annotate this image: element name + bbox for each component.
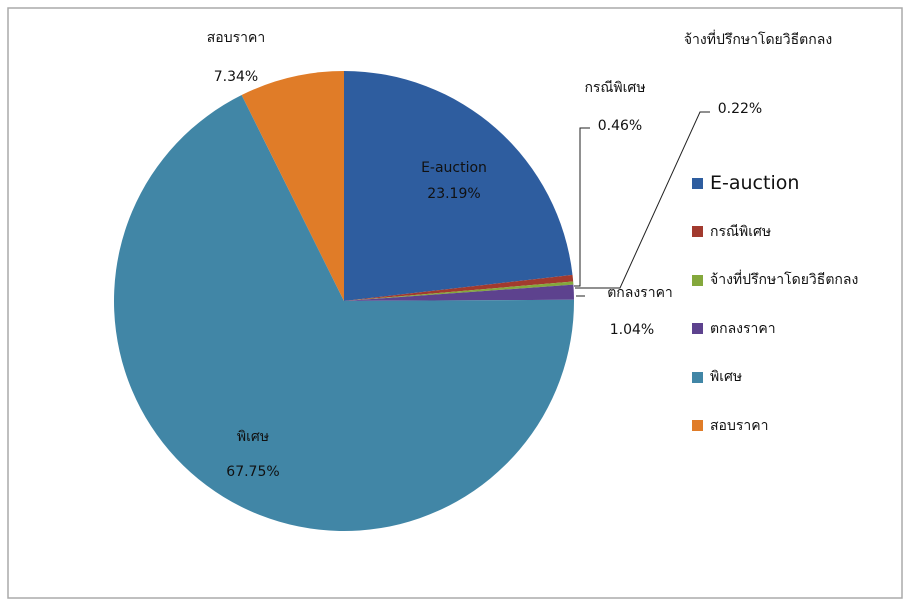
legend-swatch — [692, 371, 703, 383]
legend-label: ตกลงราคา — [710, 320, 776, 337]
legend-item: E-auction — [692, 172, 799, 194]
data-label-name: ตกลงราคา — [607, 285, 673, 301]
legend-swatch — [692, 420, 703, 431]
data-label-value: 7.34% — [213, 69, 259, 85]
legend-swatch — [692, 323, 703, 334]
legend-item: กรณีพิเศษ — [692, 221, 771, 243]
data-label-name: พิเศษ — [236, 429, 270, 445]
legend-item: ตกลงราคา — [692, 318, 776, 340]
data-label-value: 23.19% — [427, 186, 481, 202]
legend-label: พิเศษ — [710, 369, 743, 385]
data-label-name: จ้างที่ปรึกษาโดยวิธีตกลง — [683, 32, 833, 48]
pie-slice — [114, 95, 574, 532]
legend-label: สอบราคา — [710, 417, 769, 434]
data-label-name: กรณีพิเศษ — [584, 80, 646, 96]
leader-line — [574, 127, 590, 287]
legend-label: กรณีพิเศษ — [710, 223, 772, 240]
data-label-value: 67.75% — [226, 464, 280, 480]
data-label-value: 0.46% — [597, 118, 643, 134]
pie-slice — [241, 71, 344, 301]
pie-slice — [344, 284, 574, 301]
data-label-value: 1.04% — [609, 322, 655, 338]
data-label-value: 0.22% — [717, 101, 763, 117]
legend-swatch — [692, 274, 703, 286]
legend-label: E-auction — [710, 172, 800, 194]
data-label-name: E-auction — [421, 160, 487, 176]
legend-item: จ้างที่ปรึกษาโดยวิธีตกลง — [692, 269, 858, 291]
pie-slice — [344, 71, 573, 301]
pie-slice — [344, 281, 574, 301]
data-label-name: สอบราคา — [206, 30, 266, 46]
legend-item: พิเศษ — [692, 366, 742, 388]
legend-item: สอบราคา — [692, 415, 768, 437]
pie-slice — [344, 274, 574, 301]
legend-label: จ้างที่ปรึกษาโดยวิธีตกลง — [710, 272, 859, 288]
leader-line — [575, 111, 710, 289]
legend-swatch — [692, 177, 703, 189]
legend-swatch — [692, 226, 703, 237]
